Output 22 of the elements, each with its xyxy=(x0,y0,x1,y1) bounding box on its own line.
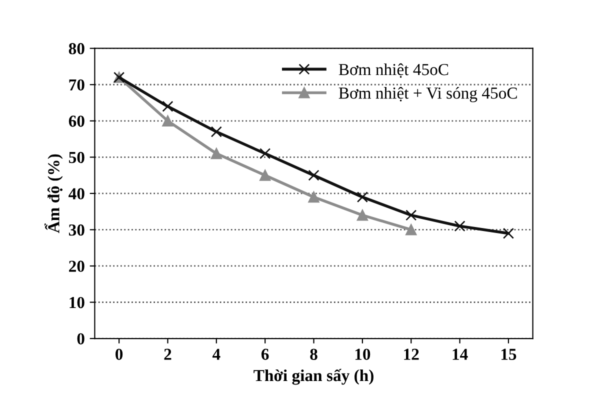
y-tick-label: 20 xyxy=(69,260,84,272)
y-axis-title: Ẩm độ (%) xyxy=(44,154,63,234)
legend-label: Bơm nhiệt 45oC xyxy=(338,63,448,78)
x-tick-label: 8 xyxy=(310,348,318,360)
y-tick-label: 50 xyxy=(69,152,84,164)
y-tick-label: 70 xyxy=(69,79,84,91)
y-tick-label: 60 xyxy=(68,116,84,127)
y-tick-label: 0 xyxy=(77,333,84,344)
x-tick-label: 6 xyxy=(261,348,269,360)
y-tick-label: 30 xyxy=(68,224,84,236)
x-tick-label: 10 xyxy=(355,348,370,360)
x-tick-label: 0 xyxy=(116,348,123,360)
x-tick-label: 15 xyxy=(501,348,516,360)
y-tick-label: 10 xyxy=(70,296,84,308)
x-tick-label: 2 xyxy=(164,348,172,360)
legend-label: Bơm nhiệt + Vi sóng 45oC xyxy=(338,86,517,102)
x-tick-label: 14 xyxy=(452,348,468,360)
x-tick-label: 4 xyxy=(212,348,220,360)
y-tick-label: 80 xyxy=(68,43,84,54)
x-tick-label: 12 xyxy=(404,348,419,360)
y-tick-label: 40 xyxy=(68,188,84,200)
x-axis-title: Thời gian sấy (h) xyxy=(254,368,374,385)
